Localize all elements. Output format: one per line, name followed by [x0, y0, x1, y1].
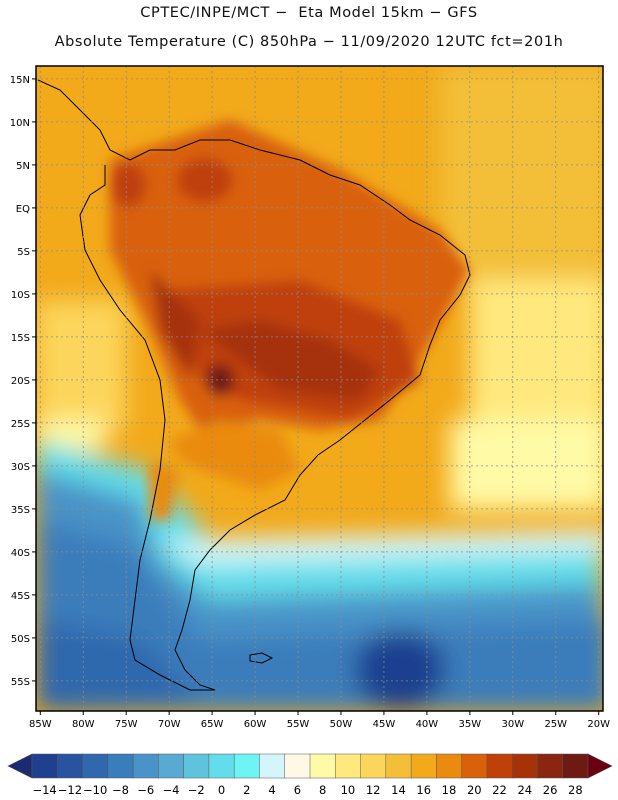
lat-label: 10S [11, 290, 30, 301]
lon-label: 85W [29, 719, 52, 730]
map-frame [35, 65, 604, 712]
legend-swatch [107, 753, 134, 779]
lat-label: 55S [11, 677, 30, 688]
legend-tick-label: −12 [58, 783, 82, 797]
falkland-islands [249, 652, 274, 664]
legend-tick-label: −14 [32, 783, 56, 797]
lon-label: 30W [501, 719, 524, 730]
lon-label: 20W [587, 719, 610, 730]
legend-swatch [57, 753, 84, 779]
lon-label: 35W [459, 719, 482, 730]
continent-outline [37, 79, 471, 691]
map-title-line-2: Absolute Temperature (C) 850hPa − 11/09/… [54, 34, 564, 50]
legend-tick-label: 24 [517, 783, 532, 797]
legend-swatch [132, 753, 160, 779]
legend-tick-label: 4 [268, 783, 275, 797]
color-legend: −14 −12 −10 −8 −6 −4 −2 0 2 4 6 8 10 12 14 16 18 20 22 24 26… [7, 753, 613, 797]
lat-label: 15S [11, 333, 30, 344]
legend-low-arrow [7, 753, 33, 779]
lon-label: 70W [158, 719, 181, 730]
lat-axis: 15N 10N 5N EQ 5S 10S 15S 20S 25S 30S 35S 40S 45S 50S 5… [10, 75, 36, 688]
legend-swatch [461, 753, 488, 779]
temperature-field [36, 66, 603, 711]
lat-label: 45S [11, 591, 30, 602]
legend-swatch [233, 753, 261, 779]
lon-label: 65W [201, 719, 224, 730]
legend-tick-label: 26 [543, 783, 558, 797]
lon-label: 45W [373, 719, 396, 730]
legend-swatch [436, 753, 463, 779]
legend-swatch [284, 753, 311, 779]
lon-label: 50W [330, 719, 353, 730]
lon-label: 40W [416, 719, 439, 730]
legend-tick-label: −8 [112, 783, 129, 797]
legend-tick-label: −2 [188, 783, 205, 797]
legend-tick-label: −10 [83, 783, 107, 797]
legend-tick-label: 6 [294, 783, 301, 797]
legend-swatch [208, 753, 235, 779]
legend-tick-label: 0 [218, 783, 225, 797]
lon-axis: 85W 80W 75W 70W 65W 60W 55W 50W 45W 40W 35W 30W 25W 2… [29, 711, 610, 730]
legend-swatch [309, 753, 337, 779]
legend-tick-label: 20 [467, 783, 482, 797]
legend-tick-label: −4 [163, 783, 180, 797]
legend-swatch [259, 753, 286, 779]
legend-swatch [158, 753, 185, 779]
lat-label: 50S [11, 634, 30, 645]
lat-label: 10N [10, 118, 30, 129]
legend-swatch [82, 753, 109, 779]
lat-label: 5S [17, 247, 30, 258]
legend-tick-label: 2 [243, 783, 250, 797]
legend-tick-label: 18 [442, 783, 457, 797]
lat-label: 5N [16, 161, 30, 172]
legend-swatch [360, 753, 387, 779]
legend-tick-label: 10 [341, 783, 356, 797]
legend-swatch [335, 753, 362, 779]
legend-tick-label: 22 [492, 783, 507, 797]
lat-label: 35S [11, 505, 30, 516]
lat-label: 25S [11, 419, 30, 430]
legend-tick-label: 14 [391, 783, 406, 797]
legend-swatch [511, 753, 539, 779]
legend-tick-label: 12 [366, 783, 381, 797]
legend-swatch [486, 753, 513, 779]
lon-label: 75W [115, 719, 138, 730]
lon-label: 60W [244, 719, 267, 730]
legend-swatch [410, 753, 438, 779]
legend-swatch [562, 753, 589, 779]
lon-label: 55W [287, 719, 310, 730]
legend-tick-label: 16 [416, 783, 431, 797]
lat-label: 20S [11, 376, 30, 387]
legend-swatch [537, 753, 564, 779]
lat-label: 15N [10, 75, 30, 86]
legend-swatch [183, 753, 210, 779]
legend-high-arrow [587, 753, 613, 779]
lat-label: EQ [16, 204, 30, 215]
legend-swatch [31, 753, 59, 779]
legend-tick-label: −6 [137, 783, 154, 797]
legend-tick-label: 8 [319, 783, 326, 797]
legend-swatch [385, 753, 412, 779]
lon-label: 80W [72, 719, 95, 730]
legend-tick-label: 28 [568, 783, 583, 797]
lat-label: 40S [11, 548, 30, 559]
lat-label: 30S [11, 462, 30, 473]
map-title-line-1: CPTEC/INPE/MCT − Eta Model 15km − GFS [140, 5, 478, 21]
lon-label: 25W [544, 719, 567, 730]
